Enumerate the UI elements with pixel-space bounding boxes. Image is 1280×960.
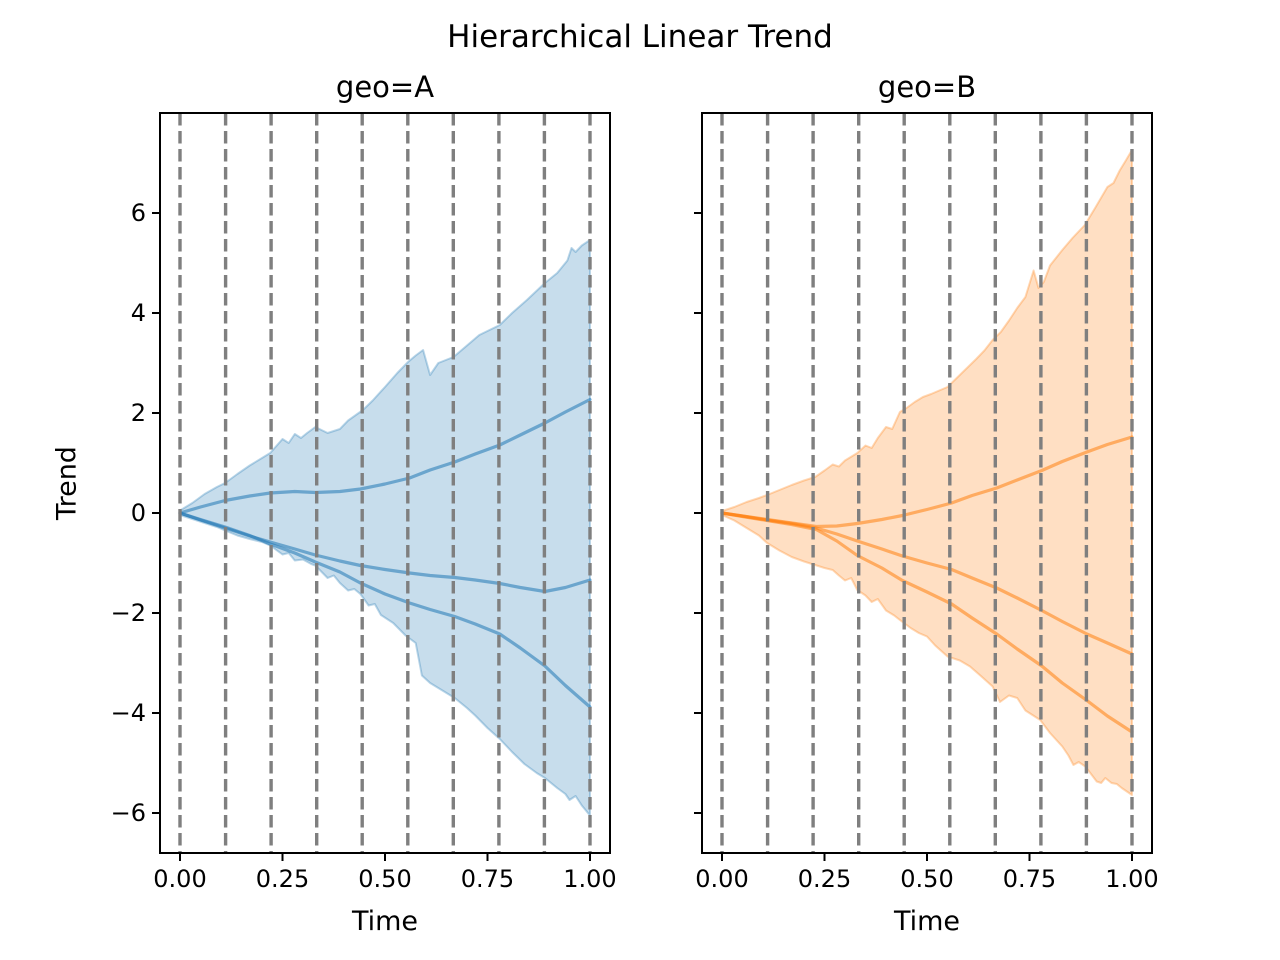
y-tick-label: −4 [111,699,146,727]
x-axis-label-right: Time [893,906,961,937]
y-tick-label: −6 [111,799,146,827]
y-tick-label: 2 [131,399,146,427]
x-tick-label: 0.25 [256,865,309,893]
y-tick-label: 6 [131,199,146,227]
subplot-title-geo-b: geo=B [877,70,977,104]
subplot-title-geo-a: geo=A [335,70,435,104]
trend-sample-line [178,511,592,709]
trend-sample-line [178,397,592,515]
credible-interval-band [179,239,591,817]
figure-suptitle: Hierarchical Linear Trend [447,19,833,55]
x-tick-label: 0.25 [798,865,851,893]
x-tick-label: 0.00 [695,865,748,893]
x-tick-label: 0.50 [358,865,411,893]
x-tick-label: 0.50 [900,865,953,893]
x-tick-label: 0.75 [1003,865,1056,893]
y-tick-label: −2 [111,599,146,627]
subplot-geo-a: 0.00 0.25 0.50 0.75 1.00 −6 −4 −2 0 2 4 6 [111,112,617,893]
x-tick-label: 0.75 [461,865,514,893]
y-tick-label: 0 [131,499,146,527]
x-tick-label: 0.00 [153,865,206,893]
x-tick-label: 1.00 [1105,865,1158,893]
credible-interval-band [721,149,1133,796]
x-axis-label-left: Time [351,906,419,937]
x-tick-label: 1.00 [563,865,616,893]
subplot-geo-b: 0.00 0.25 0.50 0.75 1.00 [694,112,1159,893]
trend-sample-line [720,511,1134,734]
y-tick-label: 4 [131,299,146,327]
